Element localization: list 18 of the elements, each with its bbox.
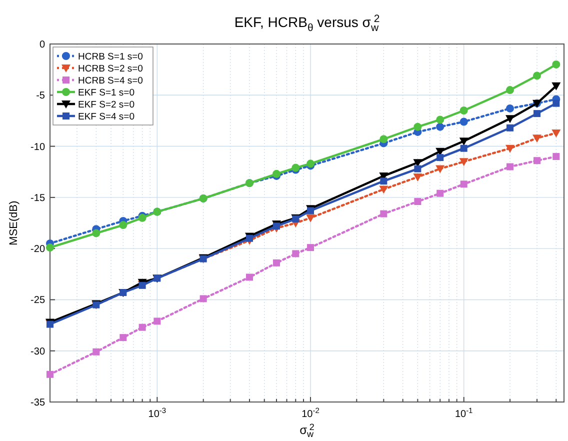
legend-label: EKF S=4 s=0 — [78, 112, 135, 122]
legend-label: HCRB S=4 s=0 — [78, 76, 143, 86]
y-tick-label: -15 — [30, 192, 46, 204]
y-tick-label: -25 — [30, 295, 46, 306]
legend-label: EKF S=2 s=0 — [78, 100, 135, 110]
y-tick-label: -20 — [30, 244, 46, 256]
y-tick-label: -10 — [30, 142, 46, 153]
legend-label: HCRB S=1 s=0 — [78, 52, 143, 62]
x-tick-label: 10$^{-3}$ — [148, 406, 166, 420]
x-tick-label: 10$^{-1}$ — [454, 406, 473, 420]
legend-label: HCRB S=2 s=0 — [78, 64, 143, 74]
y-tick-label: -5 — [36, 90, 46, 102]
y-tick-label: -30 — [30, 346, 46, 358]
y-axis-title: MSE(dB) — [8, 200, 20, 246]
x-tick-label: 10$^{-2}$ — [302, 406, 320, 420]
y-tick-label: 0 — [39, 40, 46, 50]
legend-label: EKF S=1 s=0 — [78, 88, 135, 98]
y-tick-label: -35 — [30, 398, 46, 408]
